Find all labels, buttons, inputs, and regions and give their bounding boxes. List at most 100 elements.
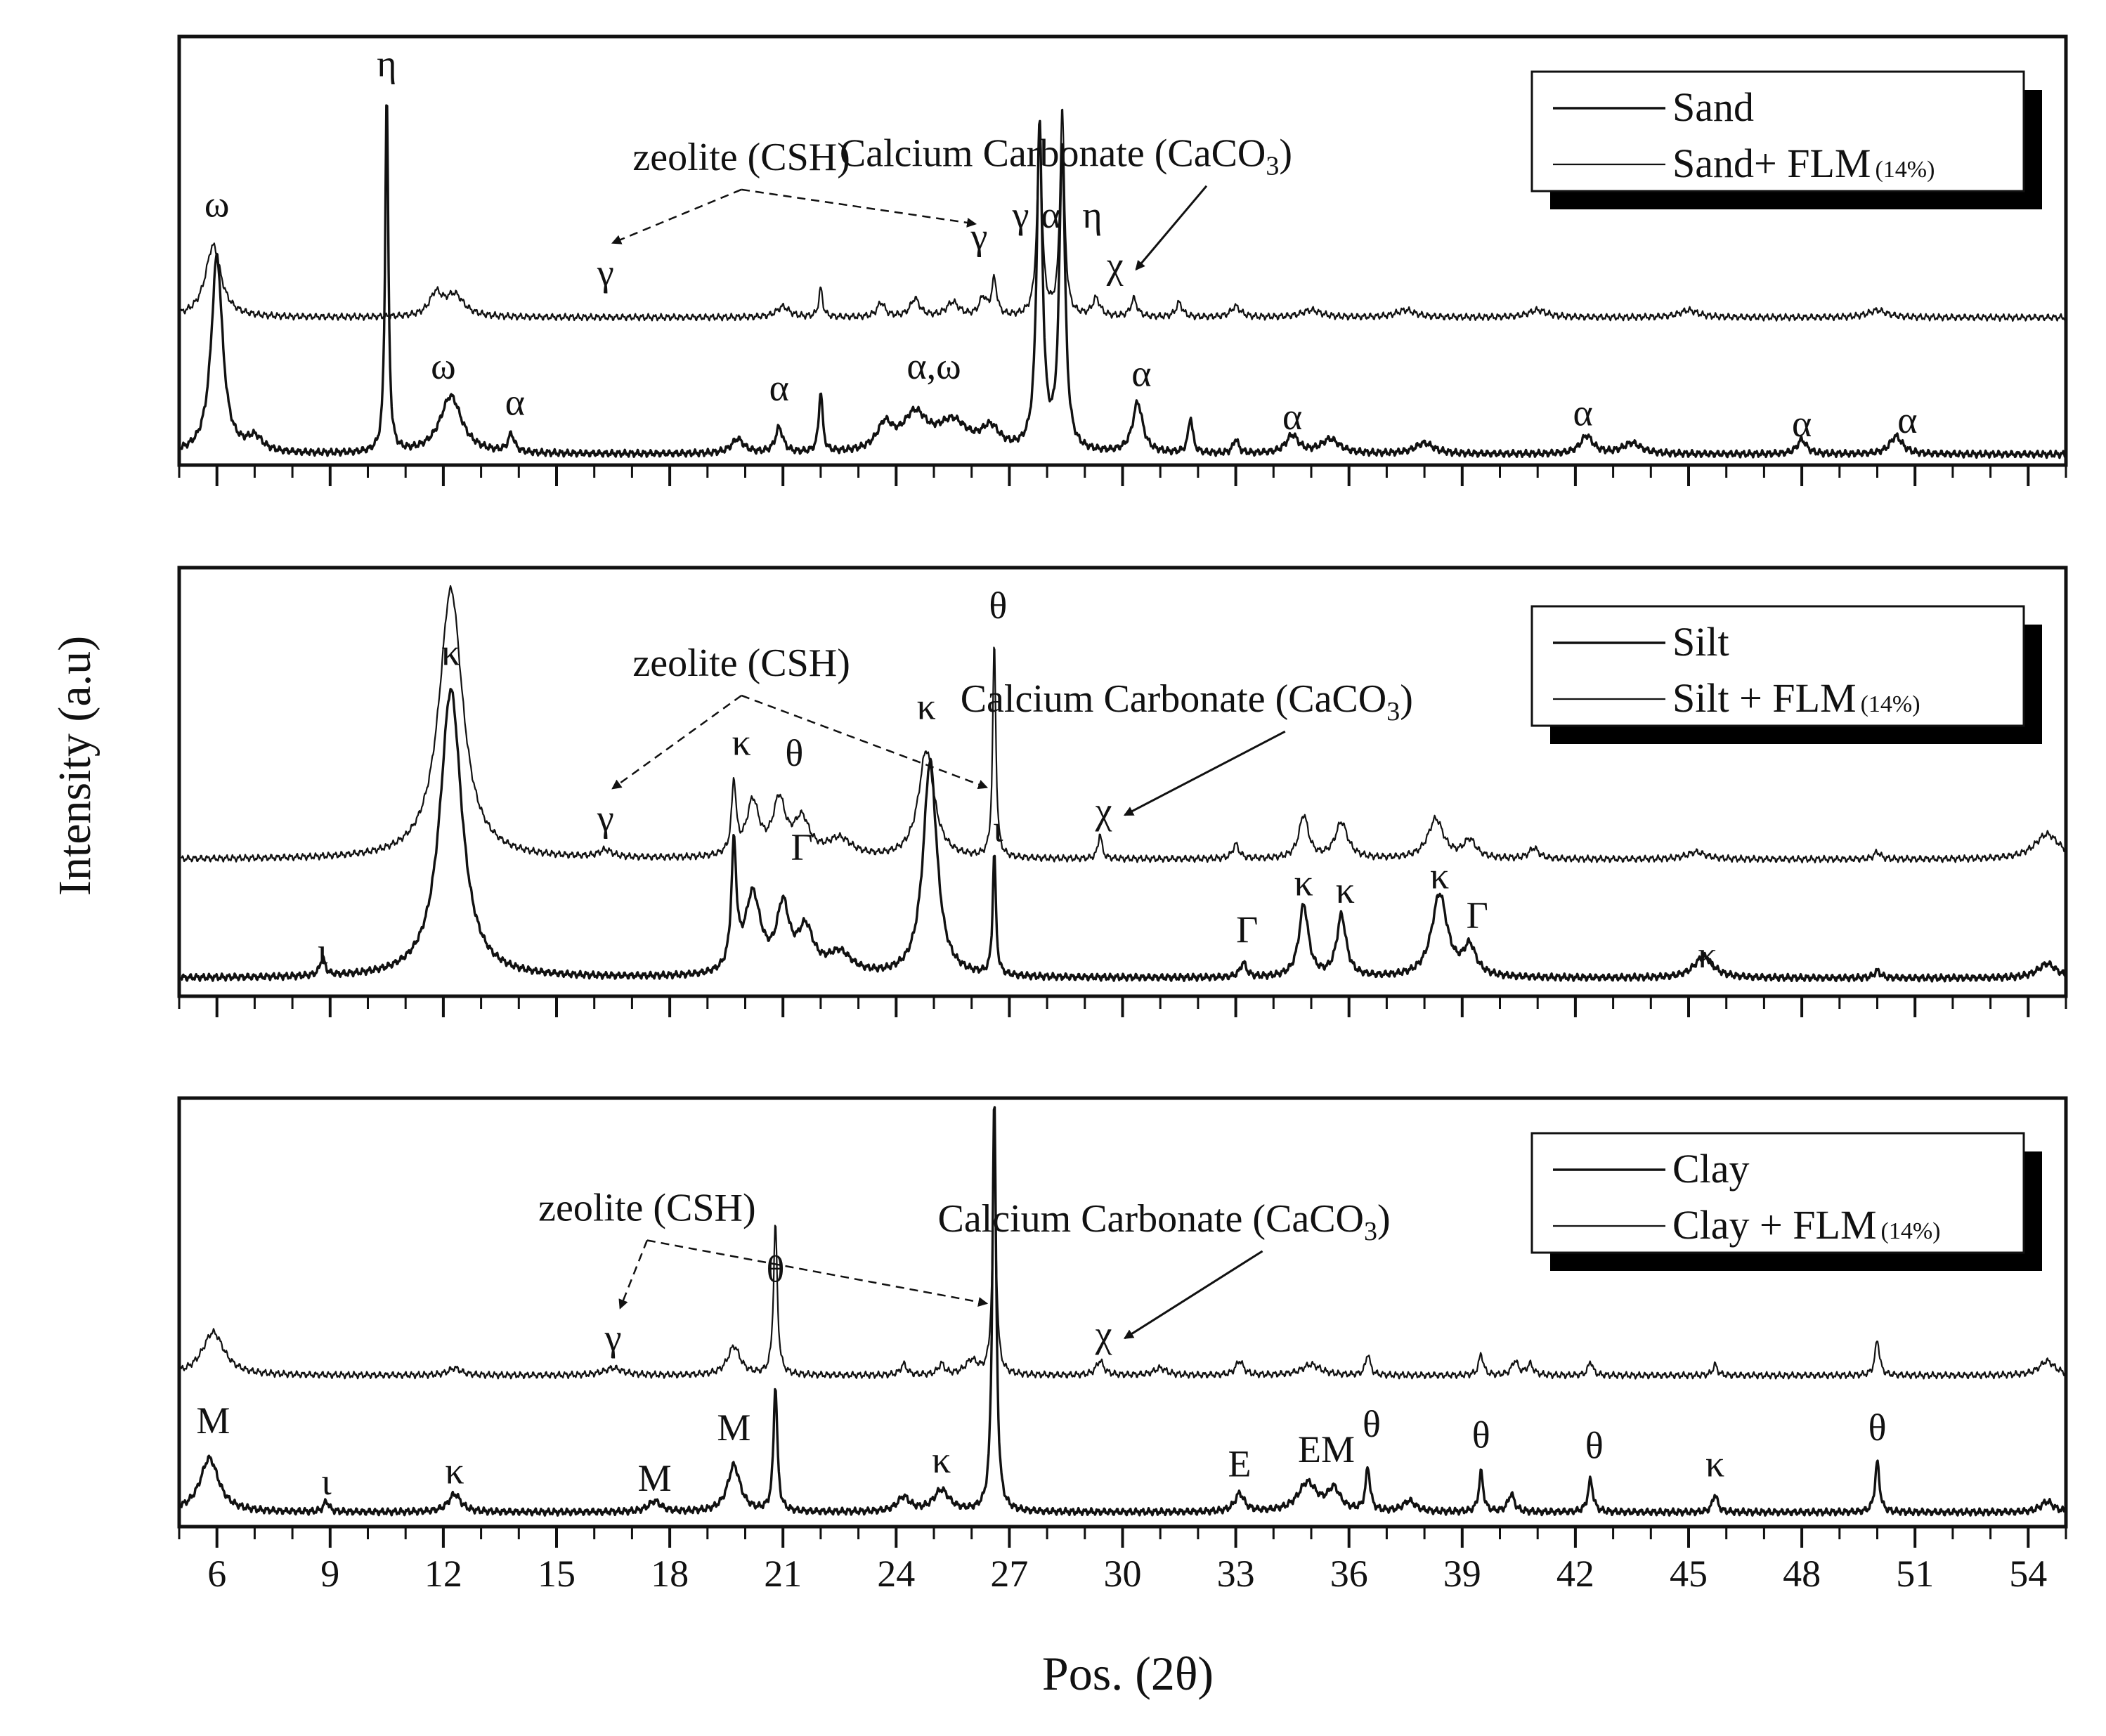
legend-entry: Silt: [1672, 619, 1729, 665]
legend-box: [1530, 70, 2025, 192]
x-tick-label: 24: [877, 1553, 915, 1595]
peak-label: κ: [1294, 862, 1313, 904]
x-tick-label: 30: [1104, 1553, 1142, 1595]
zeolite-arrow: [646, 1239, 989, 1307]
peak-label: κ: [1336, 869, 1355, 911]
peak-label: θ: [767, 1248, 785, 1291]
series-clay-flm: [180, 1162, 2067, 1380]
zeolite-arrow: [618, 1239, 649, 1310]
x-tick-label: 36: [1330, 1553, 1368, 1595]
x-tick-label: 48: [1783, 1553, 1821, 1595]
peak-label: θ: [785, 732, 803, 774]
legend-entry: Clay: [1672, 1146, 1750, 1192]
caco3-arrow: [1123, 730, 1286, 816]
zeolite-label: zeolite (CSH): [632, 641, 850, 685]
peak-label: κ: [445, 1450, 464, 1492]
x-tick-label: 21: [764, 1553, 802, 1595]
peak-label: α: [1792, 403, 1812, 445]
caco3-label: Calcium Carbonate (CaCO3): [840, 132, 1292, 181]
zeolite-arrow: [611, 188, 742, 244]
peak-label: α: [769, 367, 789, 409]
x-tick-label: 12: [424, 1553, 462, 1595]
peak-label: γ: [970, 216, 988, 258]
x-tick-label: 15: [538, 1553, 576, 1595]
peak-label: α: [1282, 396, 1302, 438]
peak-label: M: [196, 1399, 230, 1442]
zeolite-label: zeolite (CSH): [632, 136, 850, 179]
peak-label: M: [717, 1407, 750, 1449]
peak-label: α: [505, 381, 525, 423]
peak-label: ω: [204, 183, 230, 225]
zeolite-arrow: [741, 694, 989, 790]
x-tick-label: 42: [1556, 1553, 1594, 1595]
peak-label: Γ: [1236, 908, 1258, 951]
peak-label: κ: [1705, 1442, 1724, 1484]
peak-label: α,ω: [906, 345, 961, 387]
legend-box: [1530, 605, 2025, 727]
peak-label: κ: [732, 722, 751, 764]
caco3-arrow: [1135, 185, 1208, 271]
x-tick-label: 9: [320, 1553, 339, 1595]
peak-label: Γ: [1467, 894, 1488, 936]
peak-label: γ: [604, 1317, 622, 1359]
series-silt: [181, 688, 2067, 983]
peak-label: κ: [441, 632, 460, 674]
series-clay: [180, 1106, 2067, 1517]
peak-label: ι: [321, 1461, 332, 1503]
caco3-label: Calcium Carbonate (CaCO3): [961, 677, 1413, 726]
peak-label: χ: [1106, 244, 1124, 287]
peak-label: η: [1082, 194, 1102, 236]
peak-label: α: [1897, 399, 1917, 441]
peak-label: ι: [318, 930, 328, 972]
peak-label: M: [638, 1457, 672, 1499]
caco3-arrow: [1123, 1250, 1263, 1340]
caco3-label: Calcium Carbonate (CaCO3): [937, 1197, 1390, 1246]
zeolite-arrow: [741, 188, 977, 228]
peak-label: θ: [1868, 1407, 1887, 1449]
peak-label: α: [1041, 194, 1060, 236]
legend-entry: Sand: [1672, 84, 1754, 130]
peak-label: θ: [1472, 1414, 1490, 1456]
x-tick-label: 18: [651, 1553, 689, 1595]
zeolite-arrow: [611, 694, 742, 790]
peak-label: κ: [932, 1439, 951, 1481]
series-silt-flm: [181, 585, 2067, 863]
x-tick-label: 27: [990, 1553, 1028, 1595]
x-tick-label: 51: [1896, 1553, 1934, 1595]
peak-label: χ: [1095, 1313, 1112, 1355]
legend: Sand Sand+ FLM (14%): [1530, 70, 2042, 209]
x-tick-label: 39: [1443, 1553, 1481, 1595]
peak-label: η: [377, 43, 396, 85]
series-sand: [180, 104, 2067, 459]
peak-label: θ: [1585, 1425, 1604, 1467]
series-sand-flm: [180, 108, 2067, 322]
peak-label: ι: [993, 808, 1003, 850]
peak-label: γ: [597, 252, 614, 294]
peak-label: θ: [1363, 1403, 1381, 1445]
x-axis-label: Pos. (2θ): [1042, 1647, 1214, 1700]
x-tick-label: 6: [207, 1553, 226, 1595]
peak-label: χ: [1095, 790, 1112, 832]
peak-label: E: [1228, 1442, 1251, 1484]
peak-label: κ: [1430, 854, 1449, 896]
peak-label: θ: [989, 585, 1007, 627]
peak-label: α: [1131, 352, 1151, 394]
peak-label: Γ: [791, 825, 812, 868]
peak-label: γ: [597, 797, 614, 839]
x-tick-label: 33: [1217, 1553, 1255, 1595]
x-tick-label: 54: [2009, 1553, 2047, 1595]
peak-label: κ: [917, 685, 936, 727]
peak-label: γ: [1012, 194, 1029, 236]
peak-label: ω: [431, 345, 456, 387]
x-tick-label: 45: [1670, 1553, 1708, 1595]
peak-label: κ: [1698, 934, 1717, 976]
zeolite-label: zeolite (CSH): [538, 1186, 755, 1229]
legend-box: [1530, 1132, 2025, 1254]
legend-entry: Sand+ FLM (14%): [1672, 141, 1935, 186]
